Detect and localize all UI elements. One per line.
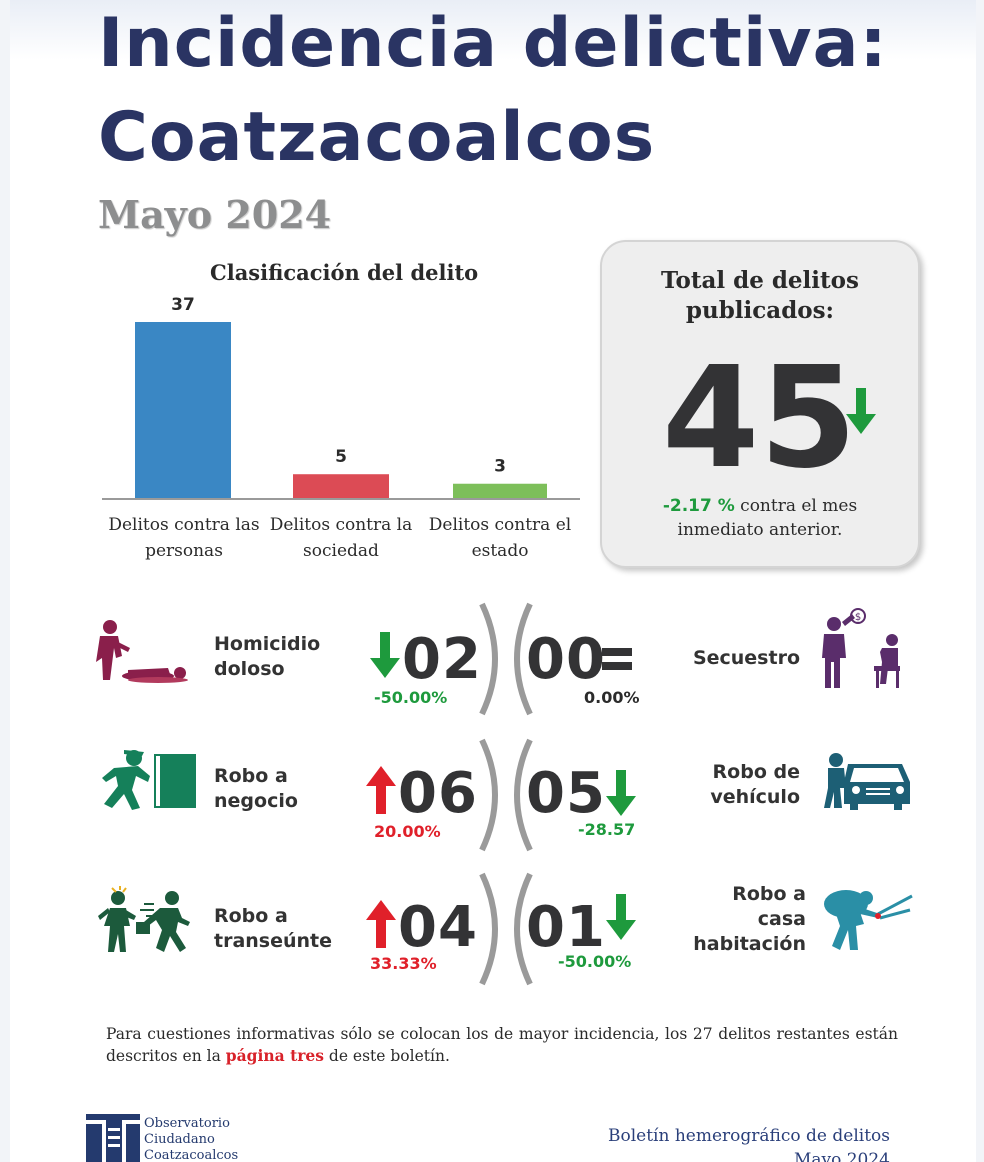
- equal-sign-icon: [602, 648, 632, 670]
- crime-label-kidnapping: Secuestro: [692, 647, 800, 669]
- note-text-after: de este boletín.: [323, 1047, 450, 1065]
- classification-bar-chart: 37 5 3: [102, 295, 580, 500]
- bar-value-label-1: 37: [171, 295, 195, 315]
- total-title: Total de delitos publicados:: [661, 267, 859, 324]
- category-label-line: Delitos contra la: [269, 515, 413, 535]
- pedestrian-robbery-icon: [98, 886, 190, 952]
- logo-line1: Observatorio: [144, 1116, 230, 1131]
- category-label-line: estado: [471, 541, 529, 561]
- category-label-persons: Delitos contra las personas: [104, 512, 264, 564]
- bulletin-footer: Boletín hemerográfico de delitos Mayo 20…: [608, 1124, 890, 1162]
- divider-arc-right-1: [514, 602, 533, 716]
- crime-label-house-robbery: Robo a casa habitación: [693, 883, 806, 955]
- vehicle-theft-count: 05: [526, 761, 606, 826]
- bar-value-label-2: 5: [335, 447, 347, 467]
- page-title-line1: Incidencia delictiva:: [98, 4, 888, 83]
- note-text-before: Para cuestiones informativas sólo se col…: [106, 1025, 898, 1065]
- divider-arc-left-3: [479, 872, 498, 986]
- vehicle-theft-icon: [824, 753, 910, 810]
- category-label-line: sociedad: [303, 541, 379, 561]
- pedestrian-robbery-count: 04: [398, 895, 478, 960]
- bar-1: [135, 322, 231, 498]
- up-arrow-icon: [366, 900, 396, 948]
- crime-label-business-robbery: Robo a negocio: [214, 765, 298, 812]
- homicide-count: 02: [402, 627, 482, 692]
- homicide-pct: -50.00%: [374, 688, 448, 707]
- bulletin-title: Boletín hemerográfico de delitos: [608, 1126, 890, 1146]
- divider-arc-right-2: [514, 738, 533, 852]
- house-robbery-pct: -50.00%: [558, 952, 632, 971]
- divider-arc-left-2: [479, 738, 498, 852]
- bar-value-label-3: 3: [494, 457, 506, 477]
- informative-note: Para cuestiones informativas sólo se col…: [106, 1023, 898, 1067]
- down-arrow-icon: [606, 894, 636, 940]
- total-change-text-2: inmediato anterior.: [677, 520, 843, 540]
- category-label-line: personas: [145, 541, 223, 561]
- category-label-society: Delitos contra la sociedad: [261, 512, 421, 564]
- house-robbery-icon: [824, 890, 913, 950]
- homicide-icon: [96, 620, 188, 683]
- observatory-logo-icon: [86, 1114, 140, 1162]
- page-title-line2: Coatzacoalcos: [98, 98, 656, 177]
- kidnapping-count: 00: [526, 627, 606, 692]
- vehicle-theft-pct: -28.57: [578, 820, 636, 839]
- business-robbery-pct: 20.00%: [374, 822, 441, 841]
- chart-title: Clasificación del delito: [210, 260, 479, 285]
- up-arrow-icon: [366, 766, 396, 814]
- down-arrow-icon: [846, 388, 876, 434]
- pedestrian-robbery-pct: 33.33%: [370, 954, 437, 973]
- total-change-text-1: contra el mes: [734, 496, 858, 516]
- down-arrow-icon: [370, 632, 400, 678]
- kidnapping-pct: 0.00%: [584, 688, 640, 707]
- total-value: 45: [662, 337, 857, 500]
- logo-line2: Ciudadano: [144, 1132, 215, 1147]
- kidnapping-icon: $: [822, 608, 900, 688]
- category-label-state: Delitos contra el estado: [420, 512, 580, 564]
- divider-arc-right-3: [514, 872, 533, 986]
- business-robbery-icon: [102, 750, 196, 810]
- divider-arc-left-1: [479, 602, 498, 716]
- crime-label-homicide: Homicidio doloso: [214, 633, 321, 680]
- page-three-link[interactable]: página tres: [225, 1046, 324, 1065]
- business-robbery-count: 06: [398, 761, 478, 826]
- bar-2: [293, 474, 389, 498]
- down-arrow-icon: [606, 770, 636, 816]
- crime-label-pedestrian-robbery: Robo a transeúnte: [214, 905, 333, 952]
- total-change-text: -2.17 % contra el mes inmediato anterior…: [602, 494, 918, 542]
- bar-3: [453, 483, 547, 498]
- total-change-pct: -2.17 %: [662, 496, 735, 516]
- category-label-line: Delitos contra las: [108, 515, 260, 535]
- category-label-line: Delitos contra el: [428, 515, 572, 535]
- page-subtitle: Mayo 2024: [98, 192, 332, 237]
- svg-text:$: $: [855, 612, 861, 623]
- total-crimes-card: Total de delitos publicados: 45 -2.17 % …: [600, 240, 920, 568]
- house-robbery-count: 01: [526, 895, 606, 960]
- observatory-logo-text: Observatorio Ciudadano Coatzacoalcos: [144, 1116, 238, 1162]
- crime-label-vehicle-theft: Robo de vehículo: [710, 761, 800, 808]
- bulletin-date: Mayo 2024: [793, 1150, 890, 1162]
- logo-line3: Coatzacoalcos: [144, 1148, 239, 1162]
